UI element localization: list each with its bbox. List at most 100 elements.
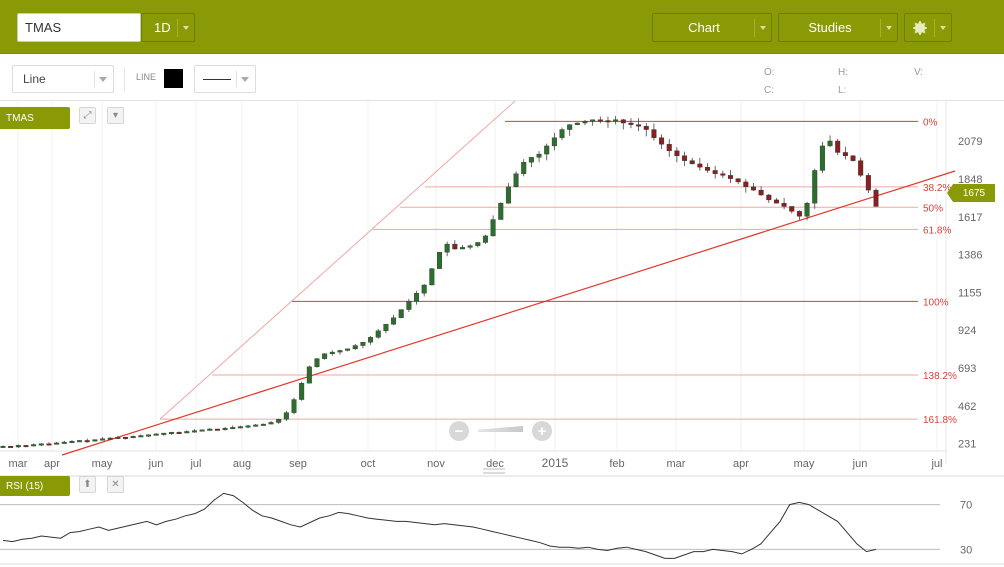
candle-body xyxy=(544,145,550,155)
candle-body xyxy=(827,140,833,147)
fib-level-label: 50% xyxy=(923,203,943,214)
x-axis-tick: 2015 xyxy=(542,456,569,470)
rsi-axis-tick: 30 xyxy=(960,544,972,556)
candle-body xyxy=(643,126,649,130)
minus-icon: − xyxy=(454,422,464,440)
expand-button[interactable]: ⤢ xyxy=(79,107,96,124)
candle-body xyxy=(46,443,52,446)
candle-body xyxy=(559,129,565,138)
rsi-close-button[interactable]: ✕ xyxy=(107,476,124,493)
candle-body xyxy=(306,366,312,384)
candle-body xyxy=(429,268,435,286)
candle-body xyxy=(490,219,496,237)
x-axis-tick: apr xyxy=(733,458,749,470)
y-axis-tick: 1848 xyxy=(958,174,982,186)
candle-body xyxy=(835,140,841,153)
symbol-input[interactable] xyxy=(17,13,141,42)
x-axis-tick: feb xyxy=(609,458,624,470)
candle-body xyxy=(728,175,734,179)
candle-body xyxy=(69,441,75,443)
rsi-axis-tick: 70 xyxy=(960,500,972,512)
candle-body xyxy=(582,121,588,124)
candle-body xyxy=(360,342,366,346)
fib-level-label: 0% xyxy=(923,117,938,128)
settings-dropdown[interactable] xyxy=(904,13,952,42)
chevron-down-icon xyxy=(99,77,107,82)
candle-body xyxy=(245,425,251,428)
zoom-slider[interactable] xyxy=(478,426,523,432)
line-style-preview xyxy=(203,78,231,80)
line-style-select[interactable] xyxy=(194,65,256,93)
candle-body xyxy=(636,124,642,127)
candle-body xyxy=(391,317,397,325)
candle-body xyxy=(15,445,21,448)
candle-body xyxy=(766,194,772,201)
candle-body xyxy=(689,160,695,165)
candle-body xyxy=(498,202,504,220)
x-axis-tick: sep xyxy=(289,458,307,470)
candle-body xyxy=(459,247,465,250)
candle-body xyxy=(536,153,542,158)
candle-body xyxy=(651,129,657,138)
candle-body xyxy=(781,202,787,207)
plus-icon: + xyxy=(537,422,547,440)
candle-body xyxy=(314,358,320,368)
candle-body xyxy=(291,399,297,413)
candle-body xyxy=(368,337,374,343)
fib-fan-line xyxy=(159,101,516,420)
interval-label: 1D xyxy=(154,20,171,35)
x-axis-tick: jul xyxy=(189,458,201,470)
y-axis-tick: 924 xyxy=(958,325,976,337)
candle-body xyxy=(674,150,680,156)
candle-body xyxy=(628,122,634,125)
last-price-value: 1675 xyxy=(962,187,986,199)
x-axis-tick: mar xyxy=(667,458,686,470)
y-axis-tick: 1386 xyxy=(958,250,982,262)
price-chart[interactable]: mar apr may jun jul aug sep oct nov dec 2015 feb mar… xyxy=(0,101,1004,567)
candle-body xyxy=(207,428,213,431)
series-tag[interactable]: TMAS xyxy=(0,107,70,129)
rsi-move-up-button[interactable]: ⬆ xyxy=(79,476,96,493)
zoom-in-button[interactable]: + xyxy=(532,421,552,441)
line-color-swatch[interactable] xyxy=(164,69,183,88)
candle-body xyxy=(613,119,619,122)
line-color-label: LINE xyxy=(136,72,157,82)
fib-level-label: 138.2% xyxy=(923,371,957,382)
chart-dropdown[interactable]: Chart xyxy=(652,13,772,42)
zoom-out-button[interactable]: − xyxy=(449,421,469,441)
interval-dropdown[interactable]: 1D xyxy=(141,13,195,42)
candle-body xyxy=(375,330,381,338)
series-tag-label: TMAS xyxy=(6,112,34,124)
studies-dropdown[interactable]: Studies xyxy=(778,13,898,42)
rsi-tag[interactable]: RSI (15) xyxy=(0,476,70,496)
candle-body xyxy=(475,242,481,246)
candle-body xyxy=(437,252,443,269)
high-label: H: xyxy=(838,67,848,78)
candle-body xyxy=(505,186,511,204)
candle-body xyxy=(31,444,37,447)
candle-body xyxy=(528,157,534,163)
candle-body xyxy=(574,122,580,125)
candle-body xyxy=(276,418,282,423)
candle-body xyxy=(184,431,190,434)
candle-body xyxy=(398,309,404,318)
candle-body xyxy=(153,433,159,436)
candle-body xyxy=(237,426,243,429)
chart-type-select[interactable]: Line xyxy=(12,65,114,93)
x-axis-tick: may xyxy=(794,458,815,470)
candle-body xyxy=(513,173,519,188)
panel-menu-button[interactable]: ▾ xyxy=(107,107,124,124)
x-axis-tick: apr xyxy=(44,458,60,470)
candle-body xyxy=(92,439,98,442)
candle-body xyxy=(283,412,289,420)
rsi-tag-label: RSI (15) xyxy=(6,480,44,492)
candle-body xyxy=(161,432,167,435)
candle-body xyxy=(551,137,557,147)
fib-level-label: 161.8% xyxy=(923,415,957,426)
chevron-down-icon xyxy=(886,26,892,30)
candle-body xyxy=(750,186,756,191)
candle-body xyxy=(100,438,106,441)
candle-body xyxy=(345,348,351,351)
candle-body xyxy=(850,155,856,161)
candle-body xyxy=(352,345,358,350)
